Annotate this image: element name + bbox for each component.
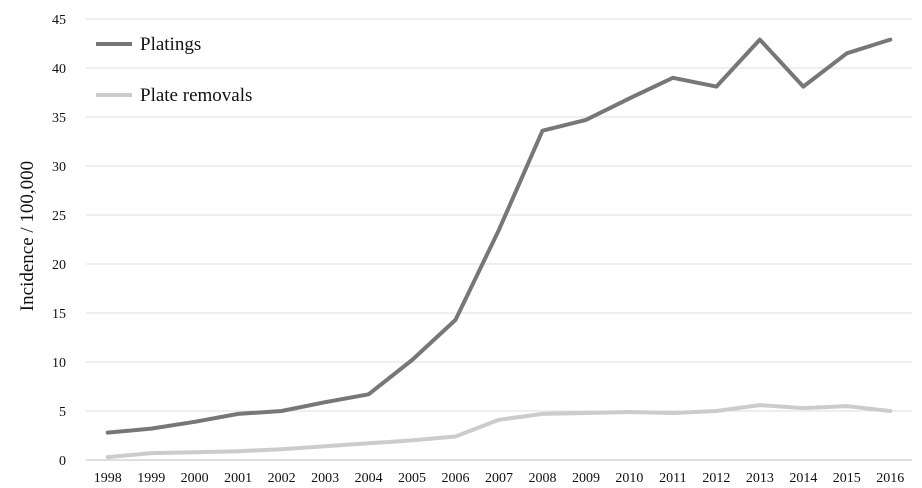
x-tick-label: 2014 <box>789 471 817 486</box>
x-tick-label: 1999 <box>137 471 165 486</box>
legend-label: Platings <box>140 34 201 55</box>
data-point <box>540 412 544 416</box>
data-point <box>367 441 371 445</box>
data-point <box>149 451 153 455</box>
data-point <box>410 438 414 442</box>
y-tick-label: 45 <box>52 13 66 28</box>
x-tick-label: 2000 <box>181 471 209 486</box>
x-tick-label: 2006 <box>442 471 470 486</box>
data-point <box>280 409 284 413</box>
y-tick-label: 10 <box>52 356 66 371</box>
data-point <box>497 418 501 422</box>
y-tick-label: 5 <box>59 405 66 420</box>
data-point <box>671 411 675 415</box>
data-point <box>149 427 153 431</box>
x-axis-ticks: 1998 1999 2000 2001 2002 2003 2004 2005 2006 2007… <box>94 471 905 486</box>
data-point <box>280 447 284 451</box>
x-tick-label: 2007 <box>485 471 513 486</box>
data-point <box>193 420 197 424</box>
data-point <box>323 444 327 448</box>
data-point <box>410 358 414 362</box>
x-tick-label: 2010 <box>615 471 643 486</box>
data-point <box>758 403 762 407</box>
data-point <box>106 455 110 459</box>
data-point <box>236 449 240 453</box>
x-tick-label: 2008 <box>528 471 556 486</box>
data-point <box>540 129 544 133</box>
legend: Platings Plate removals <box>96 34 252 106</box>
data-point <box>627 96 631 100</box>
data-point <box>454 318 458 322</box>
data-point <box>584 118 588 122</box>
data-point <box>801 85 805 89</box>
data-point <box>323 400 327 404</box>
data-point <box>888 38 892 42</box>
x-tick-label: 2004 <box>355 471 383 486</box>
data-point <box>714 409 718 413</box>
data-point <box>801 406 805 410</box>
data-point <box>758 38 762 42</box>
data-point <box>714 85 718 89</box>
x-tick-label: 2005 <box>398 471 426 486</box>
x-tick-label: 2001 <box>224 471 252 486</box>
x-tick-label: 2003 <box>311 471 339 486</box>
data-point <box>497 228 501 232</box>
y-tick-label: 30 <box>52 160 66 175</box>
data-point <box>367 392 371 396</box>
gridlines <box>86 18 912 461</box>
y-tick-label: 35 <box>52 111 66 126</box>
data-point <box>236 412 240 416</box>
y-axis-ticks: 0 5 10 15 20 25 30 35 40 45 <box>52 13 66 469</box>
x-tick-label: 2013 <box>746 471 774 486</box>
data-point <box>888 409 892 413</box>
x-tick-label: 2012 <box>702 471 730 486</box>
x-tick-label: 2009 <box>572 471 600 486</box>
data-point <box>627 410 631 414</box>
x-tick-label: 2002 <box>268 471 296 486</box>
data-point <box>671 76 675 80</box>
y-tick-label: 40 <box>52 62 66 77</box>
data-point <box>845 404 849 408</box>
series-layer <box>105 37 893 460</box>
legend-label: Plate removals <box>140 85 252 106</box>
x-tick-label: 2016 <box>876 471 904 486</box>
y-tick-label: 0 <box>59 454 66 469</box>
data-point <box>193 450 197 454</box>
y-tick-label: 20 <box>52 258 66 273</box>
series-line-plate-removals <box>105 403 893 460</box>
data-point <box>454 434 458 438</box>
y-tick-label: 15 <box>52 307 66 322</box>
y-axis-title: Incidence / 100,000 <box>17 161 38 311</box>
data-point <box>584 411 588 415</box>
y-tick-label: 25 <box>52 209 66 224</box>
data-point <box>845 51 849 55</box>
x-tick-label: 2011 <box>659 471 686 486</box>
data-point <box>106 431 110 435</box>
x-tick-label: 2015 <box>833 471 861 486</box>
x-tick-label: 1998 <box>94 471 122 486</box>
